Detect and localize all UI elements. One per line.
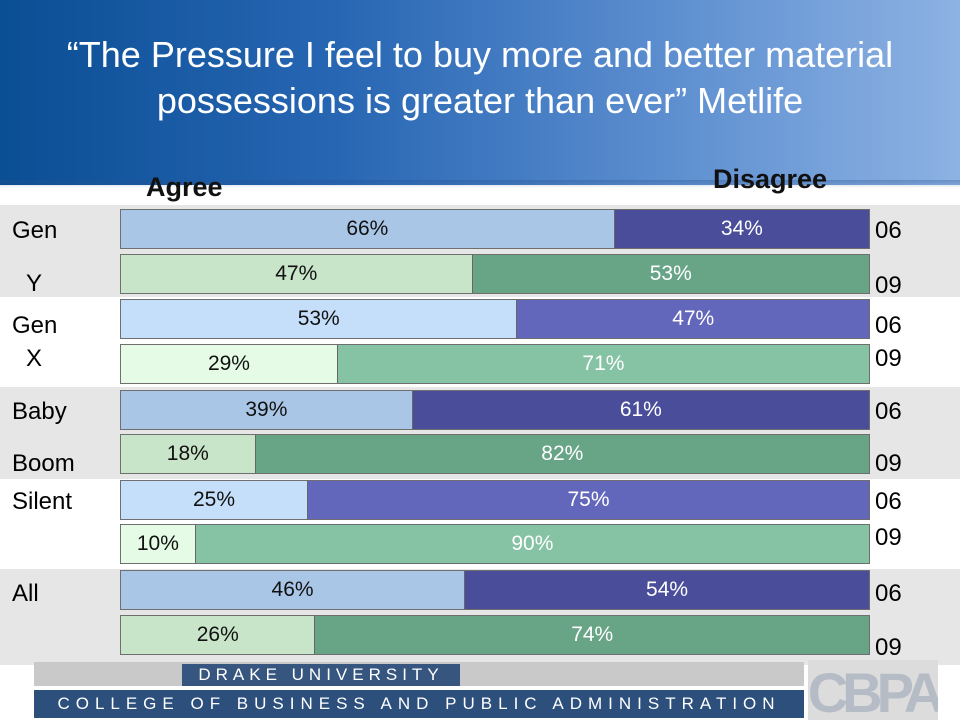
bar-gen-x-06-agree-segment: 53%	[121, 300, 518, 338]
slide-title: “The Pressure I feel to buy more and bet…	[66, 34, 894, 121]
bar-gen-x-09-disagree-segment: 71%	[337, 345, 869, 383]
bar-all-06-agree-segment: 46%	[121, 571, 466, 609]
agree-column-label: Agree	[146, 172, 223, 202]
year-label-baby-boom-09: 09	[875, 450, 902, 477]
group-label-gen-x-line1: Gen	[12, 312, 58, 339]
year-label-baby-boom-06: 06	[875, 398, 902, 425]
bar-gen-x-06: 53% 47%	[120, 299, 870, 339]
bar-all-06-disagree-value-label: 54%	[646, 578, 689, 601]
year-label-gen-y-06: 06	[875, 217, 902, 244]
title-banner	[0, 0, 960, 185]
bar-gen-x-06-disagree-segment: 47%	[517, 300, 869, 338]
bar-gen-y-06-disagree-value-label: 34%	[720, 217, 763, 240]
banner-shadow	[0, 180, 960, 188]
bar-all-06-agree-value-label: 46%	[271, 578, 314, 601]
bar-gen-y-09-agree-segment: 47%	[121, 255, 473, 293]
bar-gen-y-09: 47% 53%	[120, 254, 870, 294]
year-label-all-06: 06	[875, 580, 902, 607]
bar-all-06-disagree-segment: 54%	[465, 571, 869, 609]
bar-silent-06-agree-segment: 25%	[121, 481, 308, 519]
bar-silent-06-agree-value-label: 25%	[192, 488, 236, 511]
bar-baby-boom-09-disagree-value-label: 82%	[541, 442, 584, 465]
bar-silent-09-disagree-segment: 90%	[195, 525, 869, 563]
bar-silent-06: 25% 75%	[120, 480, 870, 520]
bar-gen-x-09-disagree-value-label: 71%	[582, 352, 625, 375]
bar-gen-y-06-agree-segment: 66%	[121, 210, 615, 248]
bar-gen-x-06-disagree-value-label: 47%	[672, 307, 715, 330]
year-label-gen-y-09: 09	[875, 272, 902, 299]
bar-silent-06-disagree-segment: 75%	[308, 481, 869, 519]
bar-all-09-agree-value-label: 26%	[196, 623, 239, 646]
bar-all-09-disagree-value-label: 74%	[571, 623, 614, 646]
bar-silent-09-agree-segment: 10%	[121, 525, 196, 563]
year-label-gen-x-06: 06	[875, 312, 902, 339]
bar-baby-boom-06-disagree-segment: 61%	[412, 391, 869, 429]
bar-all-06: 46% 54%	[120, 570, 870, 610]
footer-university-name: DRAKE UNIVERSITY	[182, 664, 460, 686]
group-label-silent: Silent	[12, 488, 73, 515]
bar-baby-boom-09-agree-segment: 18%	[121, 435, 256, 473]
bar-baby-boom-06-agree-value-label: 39%	[245, 398, 288, 421]
bar-baby-boom-06: 39% 61%	[120, 390, 870, 430]
group-label-gen-y-line1: Gen	[12, 217, 58, 244]
bar-gen-x-06-agree-value-label: 53%	[297, 307, 340, 330]
bar-baby-boom-09: 18% 82%	[120, 434, 870, 474]
year-label-silent-06: 06	[875, 488, 902, 515]
cbpa-logo-icon: CBPA	[808, 660, 938, 720]
group-label-baby-boom-line1: Baby	[12, 398, 67, 425]
bar-baby-boom-06-disagree-value-label: 61%	[619, 398, 662, 421]
bar-baby-boom-09-disagree-segment: 82%	[255, 435, 869, 473]
bar-gen-y-06: 66% 34%	[120, 209, 870, 249]
year-label-gen-x-09: 09	[875, 345, 902, 372]
group-label-gen-y-line2: Y	[26, 270, 43, 297]
year-label-silent-09: 09	[875, 524, 902, 551]
disagree-column-label: Disagree	[713, 164, 828, 194]
bar-gen-y-09-agree-value-label: 47%	[275, 262, 318, 285]
footer-college-name: COLLEGE OF BUSINESS AND PUBLIC ADMINISTR…	[34, 690, 804, 718]
bar-gen-y-06-agree-value-label: 66%	[346, 217, 389, 240]
bar-all-09-agree-segment: 26%	[121, 616, 316, 654]
bar-gen-y-06-disagree-segment: 34%	[614, 210, 869, 248]
bar-gen-x-09-agree-segment: 29%	[121, 345, 338, 383]
bar-gen-y-09-disagree-value-label: 53%	[649, 262, 692, 285]
bar-gen-y-09-disagree-segment: 53%	[472, 255, 869, 293]
bar-gen-x-09-agree-value-label: 29%	[207, 352, 250, 375]
bar-silent-09-disagree-value-label: 90%	[511, 532, 554, 555]
bar-silent-09-agree-value-label: 10%	[136, 532, 179, 555]
bar-silent-09: 10% 90%	[120, 524, 870, 564]
group-label-gen-x-line2: X	[26, 345, 43, 372]
bar-baby-boom-09-agree-value-label: 18%	[166, 442, 209, 465]
bar-all-09: 26% 74%	[120, 615, 870, 655]
bar-baby-boom-06-agree-segment: 39%	[121, 391, 413, 429]
bar-gen-x-09: 29% 71%	[120, 344, 870, 384]
group-label-baby-boom-line2: Boom	[12, 450, 75, 477]
bar-all-09-disagree-segment: 74%	[315, 616, 869, 654]
bar-silent-06-disagree-value-label: 75%	[567, 488, 610, 511]
year-label-all-09: 09	[875, 634, 902, 661]
group-label-all: All	[12, 580, 39, 607]
logo-text: CBPA	[808, 661, 938, 720]
